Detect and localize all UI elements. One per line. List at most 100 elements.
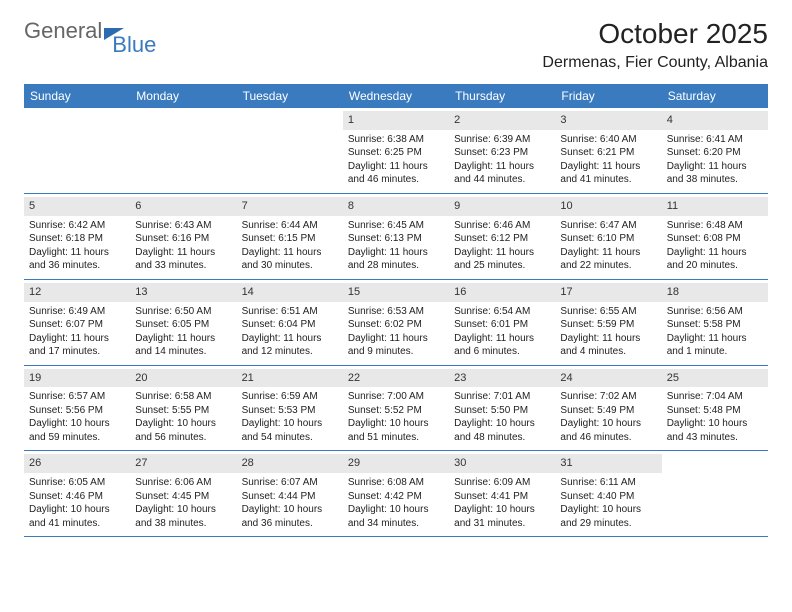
day-cell: 5Sunrise: 6:42 AMSunset: 6:18 PMDaylight… [24,194,130,279]
day-cell: 28Sunrise: 6:07 AMSunset: 4:44 PMDayligh… [237,451,343,536]
day-number: 2 [449,111,555,130]
daylight-text: Daylight: 11 hours and 6 minutes. [454,332,550,359]
daylight-text: Daylight: 11 hours and 9 minutes. [348,332,444,359]
week-row: 19Sunrise: 6:57 AMSunset: 5:56 PMDayligh… [24,366,768,452]
day-number: 23 [449,369,555,388]
day-number [662,454,768,458]
day-cell: 29Sunrise: 6:08 AMSunset: 4:42 PMDayligh… [343,451,449,536]
day-cell [662,451,768,536]
weeks-container: 1Sunrise: 6:38 AMSunset: 6:25 PMDaylight… [24,108,768,537]
sunrise-text: Sunrise: 6:46 AM [454,219,550,233]
daylight-text: Daylight: 10 hours and 36 minutes. [242,503,338,530]
location-text: Dermenas, Fier County, Albania [542,54,768,72]
day-cell: 26Sunrise: 6:05 AMSunset: 4:46 PMDayligh… [24,451,130,536]
sunrise-text: Sunrise: 7:02 AM [560,390,656,404]
daylight-text: Daylight: 10 hours and 43 minutes. [667,417,763,444]
sunrise-text: Sunrise: 6:41 AM [667,133,763,147]
daylight-text: Daylight: 10 hours and 59 minutes. [29,417,125,444]
sunset-text: Sunset: 4:44 PM [242,490,338,504]
sunset-text: Sunset: 6:10 PM [560,232,656,246]
week-row: 12Sunrise: 6:49 AMSunset: 6:07 PMDayligh… [24,280,768,366]
daylight-text: Daylight: 11 hours and 46 minutes. [348,160,444,187]
day-cell: 1Sunrise: 6:38 AMSunset: 6:25 PMDaylight… [343,108,449,193]
day-cell: 23Sunrise: 7:01 AMSunset: 5:50 PMDayligh… [449,366,555,451]
day-number: 5 [24,197,130,216]
sunrise-text: Sunrise: 6:40 AM [560,133,656,147]
sunrise-text: Sunrise: 7:04 AM [667,390,763,404]
week-row: 5Sunrise: 6:42 AMSunset: 6:18 PMDaylight… [24,194,768,280]
daylight-text: Daylight: 10 hours and 51 minutes. [348,417,444,444]
day-number: 26 [24,454,130,473]
sunset-text: Sunset: 4:45 PM [135,490,231,504]
day-number [24,111,130,115]
daylight-text: Daylight: 11 hours and 41 minutes. [560,160,656,187]
sunset-text: Sunset: 6:12 PM [454,232,550,246]
calendar: Sunday Monday Tuesday Wednesday Thursday… [24,84,768,537]
sunrise-text: Sunrise: 6:54 AM [454,305,550,319]
day-cell: 10Sunrise: 6:47 AMSunset: 6:10 PMDayligh… [555,194,661,279]
day-number: 3 [555,111,661,130]
week-row: 26Sunrise: 6:05 AMSunset: 4:46 PMDayligh… [24,451,768,537]
daylight-text: Daylight: 11 hours and 12 minutes. [242,332,338,359]
day-number: 18 [662,283,768,302]
day-cell: 9Sunrise: 6:46 AMSunset: 6:12 PMDaylight… [449,194,555,279]
month-title: October 2025 [542,18,768,50]
day-header-row: Sunday Monday Tuesday Wednesday Thursday… [24,84,768,108]
day-cell [237,108,343,193]
sunrise-text: Sunrise: 6:09 AM [454,476,550,490]
day-number: 15 [343,283,449,302]
sunset-text: Sunset: 6:13 PM [348,232,444,246]
day-number: 19 [24,369,130,388]
day-number: 14 [237,283,343,302]
sunrise-text: Sunrise: 6:53 AM [348,305,444,319]
daylight-text: Daylight: 10 hours and 41 minutes. [29,503,125,530]
daylight-text: Daylight: 11 hours and 22 minutes. [560,246,656,273]
brand-part2: Blue [112,32,156,58]
header: General Blue October 2025 Dermenas, Fier… [0,0,792,76]
day-number: 31 [555,454,661,473]
sunset-text: Sunset: 6:04 PM [242,318,338,332]
sunrise-text: Sunrise: 6:11 AM [560,476,656,490]
sunset-text: Sunset: 4:42 PM [348,490,444,504]
sunrise-text: Sunrise: 6:07 AM [242,476,338,490]
day-cell [130,108,236,193]
day-cell: 6Sunrise: 6:43 AMSunset: 6:16 PMDaylight… [130,194,236,279]
day-cell: 2Sunrise: 6:39 AMSunset: 6:23 PMDaylight… [449,108,555,193]
sunset-text: Sunset: 6:16 PM [135,232,231,246]
sunrise-text: Sunrise: 6:59 AM [242,390,338,404]
title-block: October 2025 Dermenas, Fier County, Alba… [542,18,768,72]
sunset-text: Sunset: 6:02 PM [348,318,444,332]
day-number: 17 [555,283,661,302]
daylight-text: Daylight: 11 hours and 28 minutes. [348,246,444,273]
brand-logo: General Blue [24,18,156,44]
daylight-text: Daylight: 10 hours and 46 minutes. [560,417,656,444]
day-number: 29 [343,454,449,473]
sunset-text: Sunset: 6:21 PM [560,146,656,160]
day-cell: 27Sunrise: 6:06 AMSunset: 4:45 PMDayligh… [130,451,236,536]
day-number: 7 [237,197,343,216]
sunrise-text: Sunrise: 6:51 AM [242,305,338,319]
sunrise-text: Sunrise: 6:44 AM [242,219,338,233]
dayname-saturday: Saturday [662,84,768,108]
day-number: 11 [662,197,768,216]
day-cell: 17Sunrise: 6:55 AMSunset: 5:59 PMDayligh… [555,280,661,365]
sunset-text: Sunset: 5:48 PM [667,404,763,418]
sunrise-text: Sunrise: 6:47 AM [560,219,656,233]
sunset-text: Sunset: 6:08 PM [667,232,763,246]
sunrise-text: Sunrise: 7:00 AM [348,390,444,404]
day-cell: 31Sunrise: 6:11 AMSunset: 4:40 PMDayligh… [555,451,661,536]
day-cell: 18Sunrise: 6:56 AMSunset: 5:58 PMDayligh… [662,280,768,365]
daylight-text: Daylight: 11 hours and 36 minutes. [29,246,125,273]
daylight-text: Daylight: 11 hours and 1 minute. [667,332,763,359]
daylight-text: Daylight: 11 hours and 20 minutes. [667,246,763,273]
day-number: 30 [449,454,555,473]
brand-part1: General [24,18,102,44]
day-number [237,111,343,115]
daylight-text: Daylight: 10 hours and 38 minutes. [135,503,231,530]
day-number: 8 [343,197,449,216]
sunset-text: Sunset: 6:15 PM [242,232,338,246]
sunrise-text: Sunrise: 6:58 AM [135,390,231,404]
sunset-text: Sunset: 6:25 PM [348,146,444,160]
sunset-text: Sunset: 5:49 PM [560,404,656,418]
sunset-text: Sunset: 6:05 PM [135,318,231,332]
